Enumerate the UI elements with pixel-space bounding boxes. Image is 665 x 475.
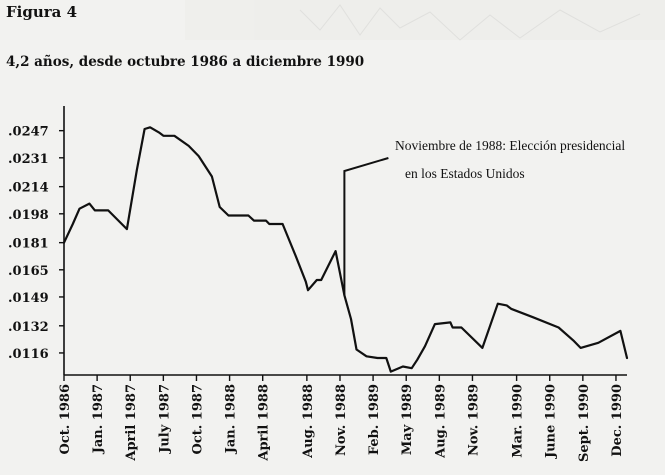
y-tick-label: .0149 <box>8 291 49 306</box>
y-tick-label: .0132 <box>8 320 49 335</box>
annotation-pointer <box>343 157 389 296</box>
x-tick-label: June 1990 <box>544 384 559 459</box>
x-tick-label: April 1988 <box>257 384 272 462</box>
x-tick-label: Oct. 1986 <box>58 384 73 454</box>
y-tick-label: .0181 <box>8 237 49 252</box>
y-tick-label: .0231 <box>8 152 49 167</box>
x-axis-ticks: Oct. 1986 Jan. 1987 April 1987 July 1987 Oct… <box>58 375 625 462</box>
x-tick-label: Mar. 1990 <box>511 384 526 458</box>
x-tick-label: Aug. 1989 <box>433 384 448 459</box>
y-tick-label: .0247 <box>8 125 49 140</box>
x-tick-label: Jan. 1988 <box>224 384 239 454</box>
x-tick-label: Dec. 1990 <box>610 384 625 457</box>
chart-title: 4,2 años, desde octubre 1986 a diciembre… <box>6 54 365 70</box>
series-line <box>62 126 629 373</box>
y-tick-label: .0214 <box>8 181 49 196</box>
y-axis-ticks: .0247 .0231 .0214 .0198 .0181 .0165 .0149 .0132… <box>8 125 64 362</box>
annotation-line-2: en los Estados Unidos <box>405 166 525 181</box>
x-tick-label: April 1987 <box>124 384 139 462</box>
y-tick-label: .0198 <box>8 208 49 223</box>
x-tick-label: Aug. 1988 <box>301 384 316 459</box>
x-tick-label: May 1989 <box>400 384 415 455</box>
x-tick-label: Nov. 1988 <box>334 384 349 456</box>
x-tick-label: July 1987 <box>157 384 172 454</box>
x-tick-label: Jan. 1987 <box>91 384 106 454</box>
figure-label: Figura 4 <box>6 3 78 21</box>
x-tick-label: Nov. 1989 <box>466 384 481 456</box>
x-tick-label: Feb. 1989 <box>367 384 382 455</box>
x-tick-label: Oct. 1987 <box>190 384 205 454</box>
background-showthrough <box>185 0 665 41</box>
annotation: Noviembre de 1988: Elección presidencial… <box>343 138 625 296</box>
y-tick-label: .0165 <box>8 264 49 279</box>
x-tick-label: Sept. 1990 <box>577 384 592 462</box>
annotation-line-1: Noviembre de 1988: Elección presidencial <box>395 138 625 153</box>
y-tick-label: .0116 <box>8 347 49 362</box>
